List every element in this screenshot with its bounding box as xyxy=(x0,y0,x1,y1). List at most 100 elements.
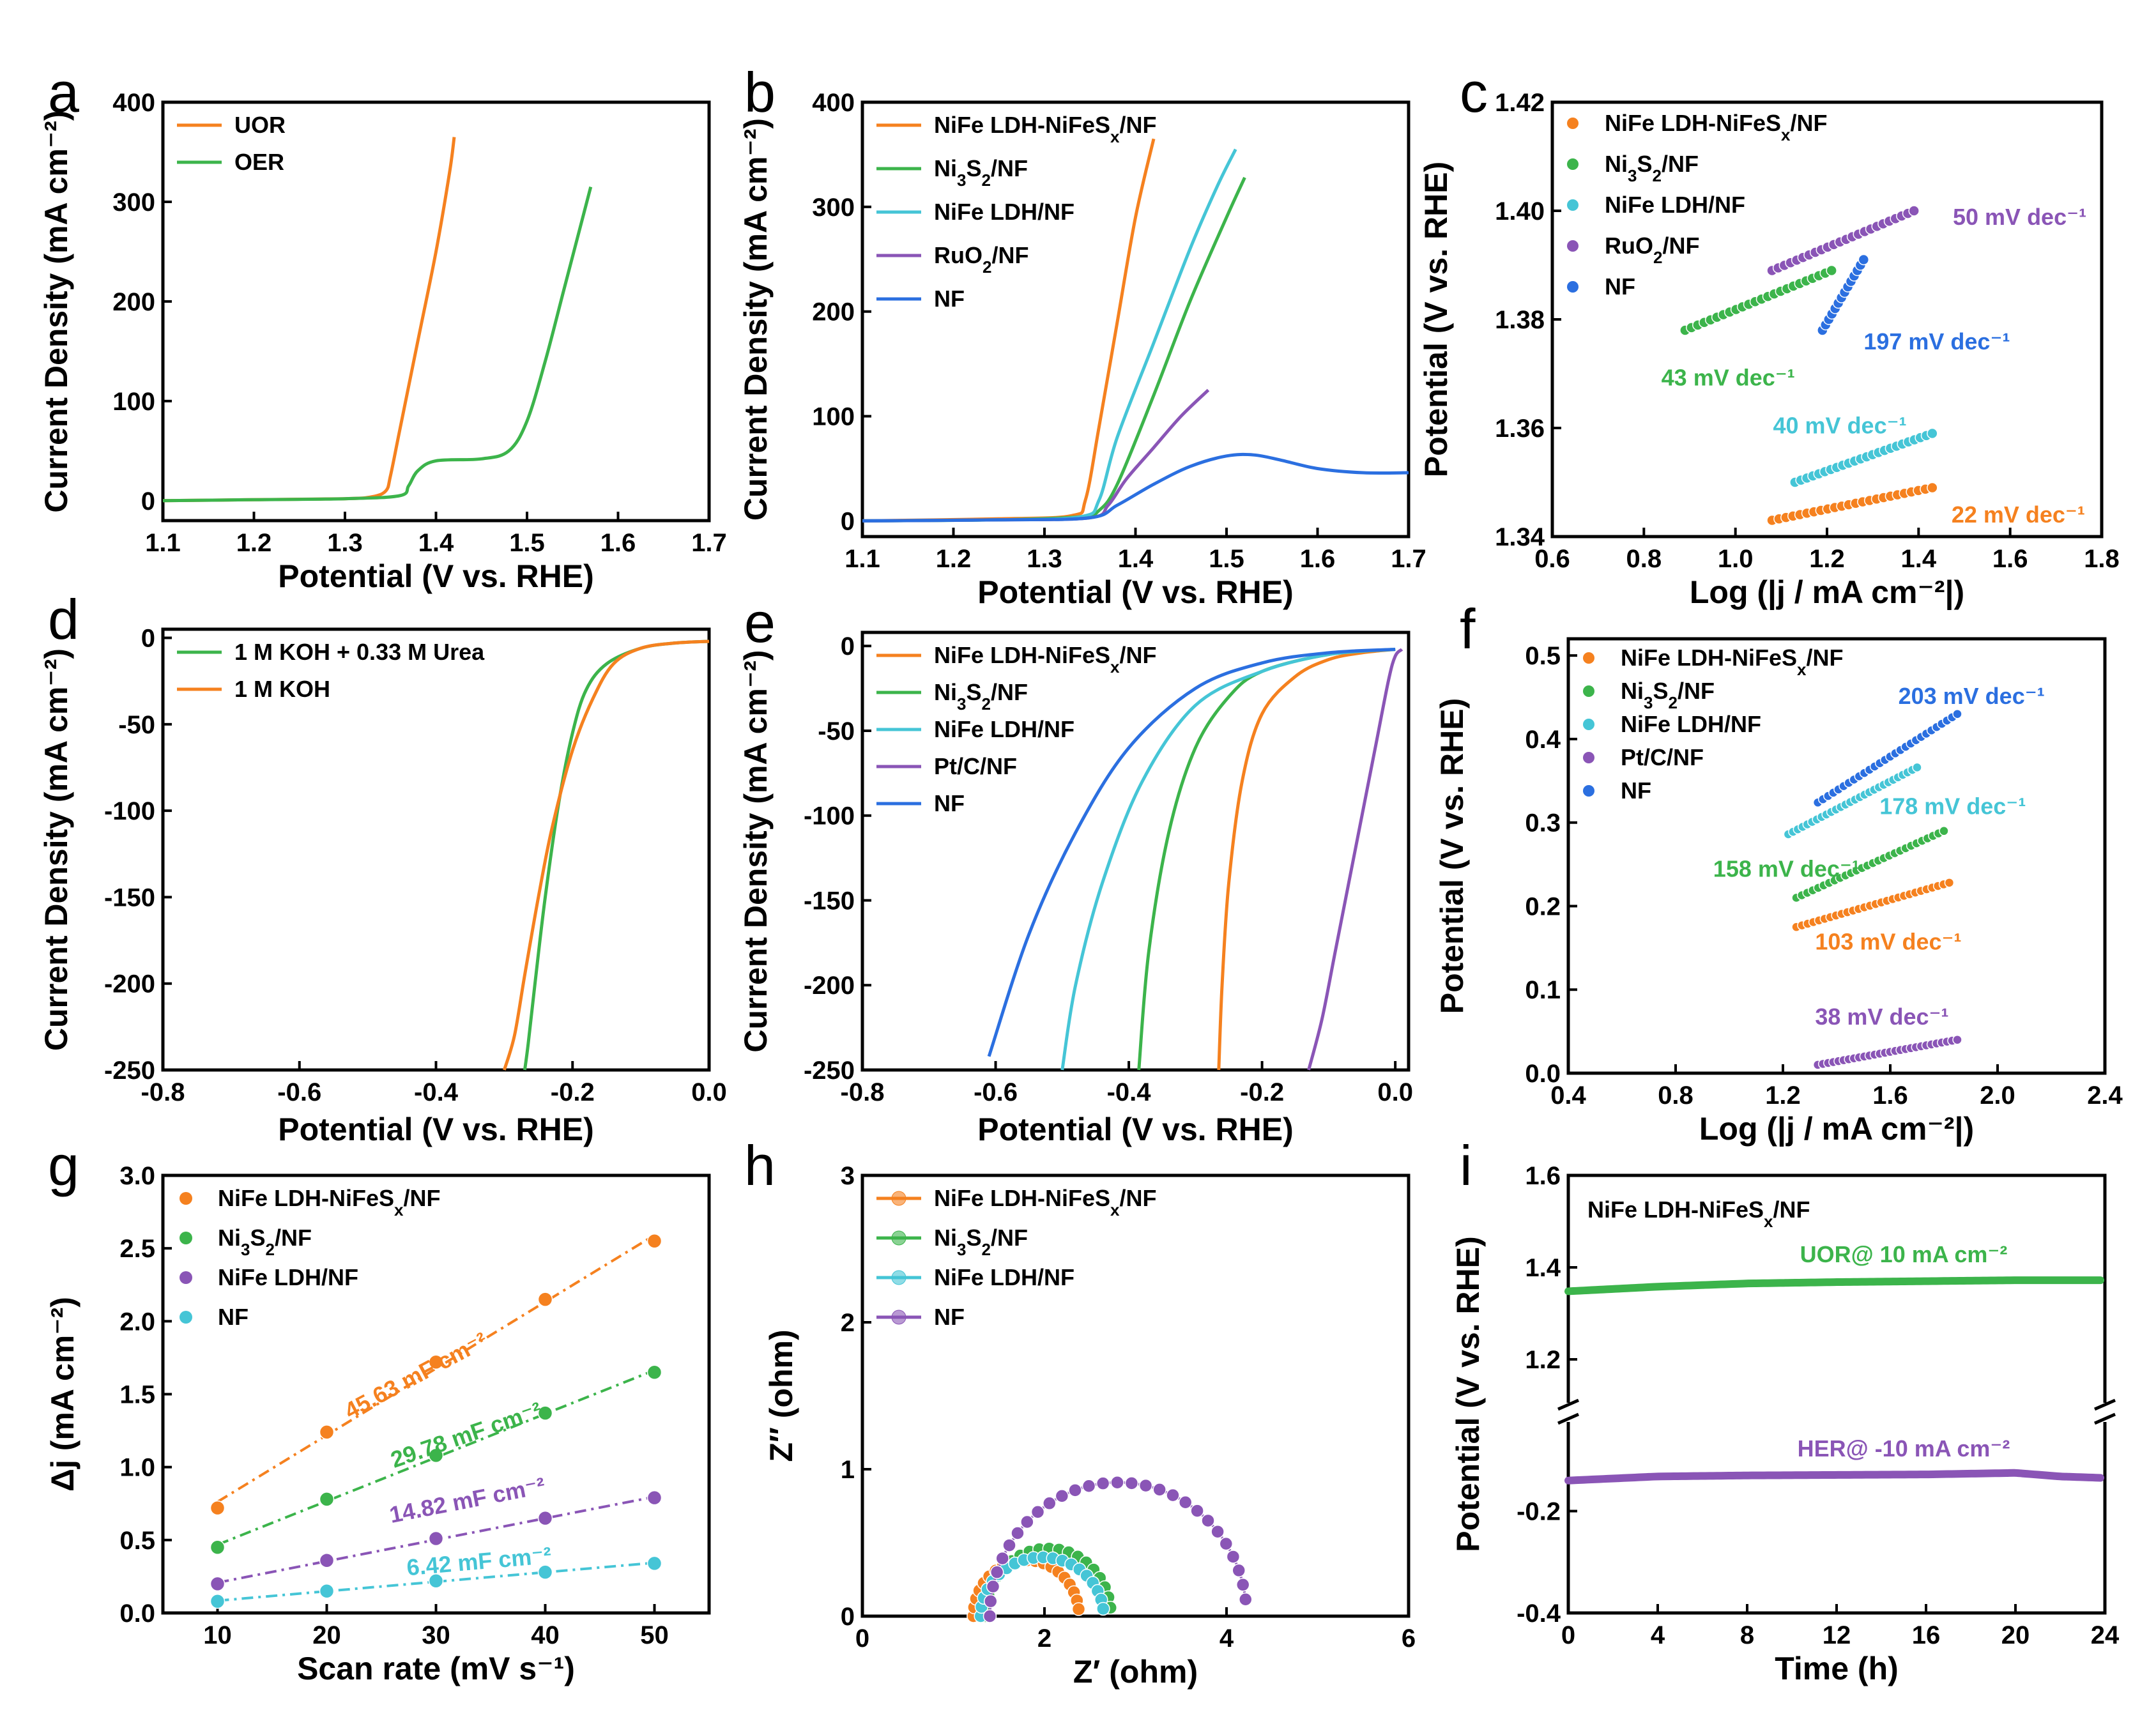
legend-entry: NF xyxy=(218,1304,248,1330)
legend-marker xyxy=(180,1311,192,1324)
data-point xyxy=(1071,1602,1086,1616)
y-tick-label: 1.38 xyxy=(1495,306,1545,334)
legend-text-part: /NF xyxy=(1119,112,1156,138)
x-axis-label: Time (h) xyxy=(1775,1651,1899,1686)
legend-text-part: S xyxy=(966,1225,981,1251)
y-tick-label: 0 xyxy=(841,632,855,661)
x-tick-label: 1.1 xyxy=(145,529,181,557)
panel-label: c xyxy=(1460,61,1488,124)
series-line xyxy=(1307,648,1403,1071)
panel-label: g xyxy=(48,1134,79,1197)
legend-entry: Ni3S2/NF xyxy=(934,679,1028,714)
data-point xyxy=(1178,1495,1193,1509)
y-tick-label: 0.3 xyxy=(1525,809,1561,837)
legend-marker xyxy=(180,1271,192,1284)
data-point xyxy=(646,1234,662,1249)
panel-label: i xyxy=(1460,1134,1472,1197)
legend-text-part: NiFe LDH-NiFeS xyxy=(1605,110,1781,136)
series-line xyxy=(862,452,1409,523)
y-axis-label: Potential (V vs. RHE) xyxy=(1418,162,1454,478)
y-tick-label: 100 xyxy=(112,388,155,416)
legend-entry: NiFe LDH/NF xyxy=(934,1264,1074,1290)
x-tick-label: 2.0 xyxy=(1980,1081,2015,1110)
legend-entry: NiFe LDH-NiFeSx/NF xyxy=(934,112,1156,146)
data-point xyxy=(210,1539,226,1555)
y-tick-label: 0.0 xyxy=(119,1600,155,1628)
legend-text-part: /NF xyxy=(1678,678,1715,704)
series-line xyxy=(523,639,710,1071)
x-tick-label: 1.6 xyxy=(1992,545,2028,573)
data-point xyxy=(537,1292,553,1307)
data-point xyxy=(1219,1536,1234,1551)
panel-f: 0.4 0.8 1.2 1.6 2.0 2.4 0.0 0.1 0.2 0.3 0.4 0.5 Log … xyxy=(1434,597,2123,1147)
legend-text-part: S xyxy=(966,155,981,181)
series-line xyxy=(502,639,710,1071)
legend-marker xyxy=(1567,118,1579,129)
y-tick-label: -250 xyxy=(104,1057,155,1085)
legend-text-part: S xyxy=(966,679,981,705)
y-tick-label: 200 xyxy=(112,288,155,316)
panel-g: 10 20 30 40 50 0.0 0.5 1.0 1.5 2.0 2.5 3.0 Scan rate… xyxy=(45,1134,711,1686)
y-tick-label: 2 xyxy=(841,1309,855,1337)
data-point xyxy=(319,1553,335,1568)
data-point xyxy=(1190,1504,1204,1518)
legend-text-part: 1 M KOH xyxy=(234,676,330,702)
x-tick-label: 0.8 xyxy=(1626,545,1662,573)
panel-a: 1.1 1.2 1.3 1.4 1.5 1.6 1.7 0 100 200 300 400 Potent… xyxy=(38,61,727,594)
slope-annotation: 197 mV dec⁻¹ xyxy=(1863,328,2010,355)
x-tick-label: 1.2 xyxy=(1765,1081,1801,1110)
legend-marker xyxy=(891,1270,906,1285)
x-tick-label: -0.2 xyxy=(551,1078,595,1106)
series-line xyxy=(1564,1469,2104,1485)
legend-text-part: RuO xyxy=(934,242,982,268)
y-tick-label: 1.36 xyxy=(1495,415,1545,443)
legend-marker xyxy=(1583,719,1594,730)
data-point xyxy=(1020,1515,1034,1529)
data-point xyxy=(428,1354,444,1370)
series-line xyxy=(862,176,1246,523)
x-tick-label: 0.4 xyxy=(1550,1081,1586,1110)
x-tick-label: 30 xyxy=(422,1621,450,1649)
panel-c: 0.6 0.8 1.0 1.2 1.4 1.6 1.8 1.34 1.36 1.38 1.40 1.4… xyxy=(1418,61,2120,611)
series-line xyxy=(162,137,456,503)
y-tick-label: 1 xyxy=(841,1456,855,1484)
legend-marker xyxy=(180,1232,192,1244)
legend-subscript: 2 xyxy=(1668,693,1677,712)
legend-text-part: NF xyxy=(934,1304,965,1330)
series-line xyxy=(1564,1276,2104,1295)
legend-marker xyxy=(891,1230,906,1246)
series-line xyxy=(988,1481,1247,1617)
data-point xyxy=(1927,427,1938,439)
y-tick-label: 1.5 xyxy=(119,1381,155,1409)
y-tick-label: 0.0 xyxy=(1525,1060,1561,1088)
legend-subscript: x xyxy=(1764,1212,1773,1231)
data-point xyxy=(1239,1593,1253,1607)
legend-entry: NiFe LDH/NF xyxy=(1621,711,1761,737)
legend-marker xyxy=(1583,752,1594,763)
x-tick-label: 6 xyxy=(1402,1624,1416,1653)
data-point xyxy=(1201,1513,1215,1528)
legend-text-part: RuO xyxy=(1605,233,1653,259)
data-point xyxy=(319,1425,335,1440)
legend-subscript: x xyxy=(1110,657,1120,676)
data-point xyxy=(1235,1578,1250,1592)
plot-frame xyxy=(860,1173,1411,1618)
x-axis-label: Scan rate (mV s⁻¹) xyxy=(297,1651,575,1686)
panel-i: 0 4 8 12 16 20 24 1.6 1.4 1.2 -0.2 -0.4 Time (h) Pote… xyxy=(1450,1134,2120,1686)
legend-text-part: /NF xyxy=(991,1225,1028,1251)
legend-text-part: /NF xyxy=(1662,151,1699,177)
data-point xyxy=(1096,1476,1110,1490)
legend-entry: NiFe LDH/NF xyxy=(218,1264,358,1290)
axis-break-mark xyxy=(1557,1398,1580,1411)
data-point xyxy=(1043,1496,1057,1511)
y-tick-label: 2.0 xyxy=(119,1308,155,1336)
x-tick-label: 1.1 xyxy=(845,545,880,573)
x-tick-label: 20 xyxy=(2001,1621,2030,1649)
legend-text-part: /NF xyxy=(1119,642,1156,668)
y-tick-label: 0 xyxy=(841,507,855,535)
legend-subscript: 2 xyxy=(265,1240,274,1259)
data-point xyxy=(1002,1538,1016,1552)
slope-annotation: 29.78 mF cm⁻² xyxy=(387,1396,545,1472)
series-annotation: UOR@ 10 mA cm⁻² xyxy=(1800,1241,2008,1267)
data-point xyxy=(1927,482,1938,494)
